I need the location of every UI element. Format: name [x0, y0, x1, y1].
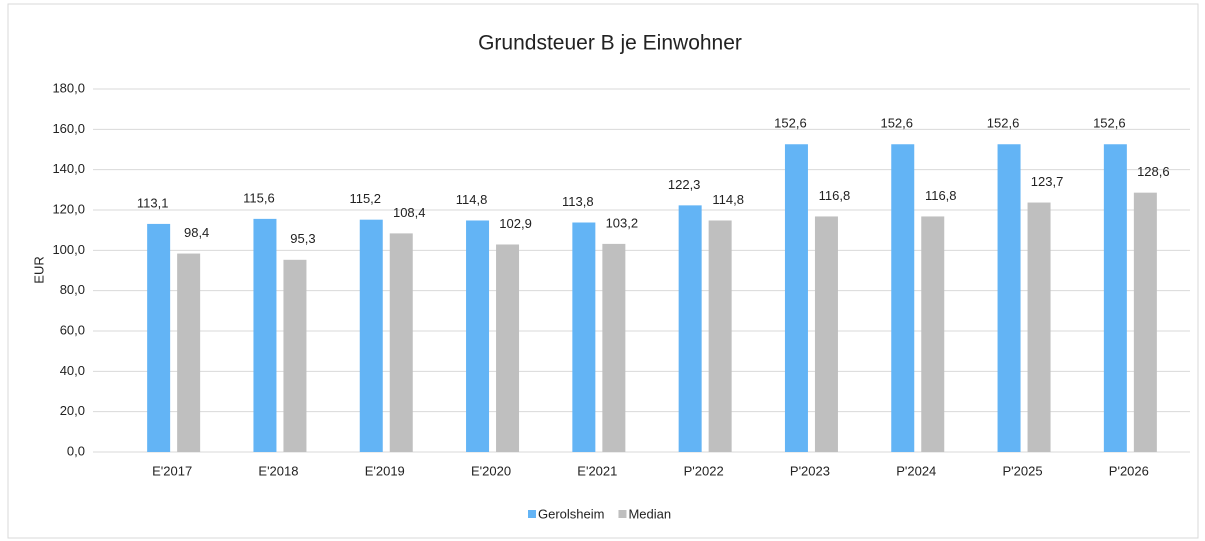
bar [496, 244, 520, 452]
legend-swatch [618, 510, 627, 518]
data-label: 114,8 [456, 192, 488, 207]
data-label: 152,6 [774, 116, 807, 131]
bar [1103, 144, 1127, 453]
x-tick-label: E'2019 [365, 463, 405, 478]
bar [466, 220, 490, 452]
bar [891, 144, 915, 453]
y-tick-label: 20,0 [60, 403, 85, 418]
y-tick-label: 100,0 [52, 242, 85, 257]
y-tick-label: 80,0 [60, 282, 85, 297]
bar [177, 253, 201, 452]
bar [359, 219, 383, 452]
legend-label: Gerolsheim [538, 506, 604, 521]
data-label: 113,8 [562, 194, 594, 209]
x-tick-label: E'2017 [152, 463, 192, 478]
bar [784, 144, 808, 453]
data-label: 152,6 [880, 116, 913, 131]
y-tick-label: 140,0 [52, 161, 85, 176]
data-label: 108,4 [393, 205, 426, 220]
y-tick-label: 0,0 [67, 443, 85, 458]
legend-swatch [528, 510, 536, 518]
data-label: 115,6 [243, 190, 275, 205]
y-tick-label: 60,0 [60, 322, 85, 337]
bar [147, 223, 171, 452]
x-tick-label: P'2022 [684, 463, 724, 478]
bar [921, 216, 945, 452]
bar [1027, 202, 1051, 452]
y-tick-label: 120,0 [52, 201, 85, 216]
data-label: 122,3 [668, 177, 701, 192]
data-label: 115,2 [349, 191, 381, 206]
bar [814, 216, 838, 452]
x-tick-label: P'2023 [790, 463, 830, 478]
chart-frame [7, 3, 1199, 539]
bar [283, 259, 307, 452]
x-tick-label: E'2018 [258, 463, 298, 478]
bar [1133, 192, 1157, 452]
bar [389, 233, 413, 452]
y-axis-label: EUR [31, 256, 46, 283]
bar [678, 205, 702, 452]
chart-title: Grundsteuer B je Einwohner [478, 32, 742, 55]
data-label: 152,6 [1093, 116, 1126, 131]
x-tick-label: P'2024 [896, 463, 936, 478]
data-label: 95,3 [290, 231, 315, 246]
data-label: 102,9 [499, 216, 532, 231]
x-tick-label: P'2025 [1003, 463, 1043, 478]
bar [602, 243, 626, 452]
y-tick-label: 40,0 [60, 363, 85, 378]
data-label: 128,6 [1137, 164, 1170, 179]
data-label: 123,7 [1031, 174, 1064, 189]
data-label: 152,6 [987, 116, 1020, 131]
x-tick-label: E'2021 [577, 463, 617, 478]
data-label: 113,1 [137, 195, 169, 210]
data-label: 116,8 [925, 188, 957, 203]
legend-label: Median [628, 506, 671, 521]
y-tick-label: 160,0 [52, 121, 85, 136]
bar [572, 222, 596, 452]
bar [253, 218, 277, 452]
x-tick-label: E'2020 [471, 463, 511, 478]
bar [997, 144, 1021, 453]
data-label: 98,4 [184, 225, 209, 240]
data-label: 103,2 [606, 215, 639, 230]
bar [708, 220, 732, 452]
y-tick-label: 180,0 [52, 80, 85, 95]
data-label: 114,8 [712, 192, 744, 207]
x-tick-label: P'2026 [1109, 463, 1149, 478]
data-label: 116,8 [819, 188, 851, 203]
